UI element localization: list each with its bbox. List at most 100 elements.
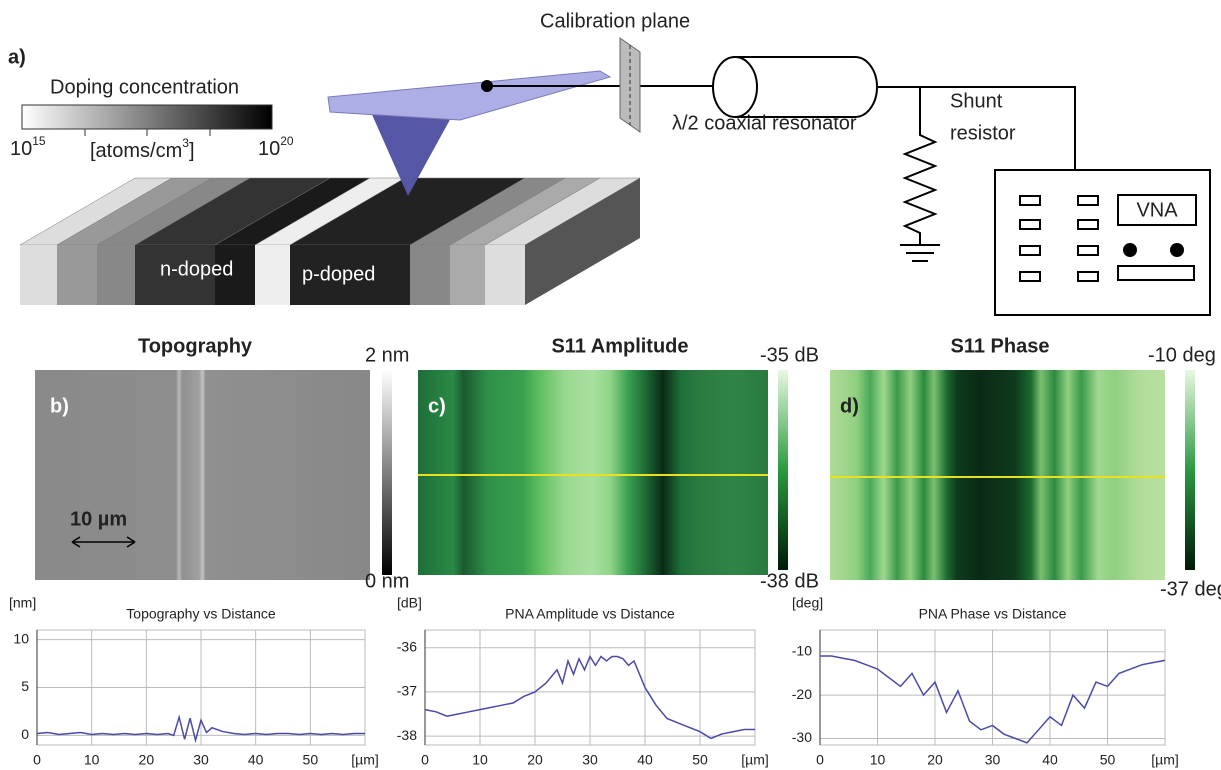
slab-front: [57, 245, 97, 305]
colorbar-max: 2 nm: [365, 344, 409, 366]
x-tick-label: 10: [472, 752, 488, 768]
slab-front: [290, 245, 410, 305]
slab-front: [450, 245, 485, 305]
doping-max: 1020: [258, 134, 294, 160]
y-tick-label: 0: [21, 726, 29, 742]
x-tick-label: 30: [582, 752, 598, 768]
panel-label: c): [428, 395, 446, 417]
profile-line: [820, 655, 1166, 744]
y-tick-label: -37: [397, 683, 417, 699]
suffix: ]: [189, 140, 195, 162]
unit: [atoms/cm: [90, 140, 182, 162]
x-tick-label: 20: [927, 752, 943, 768]
x-tick-label: 0: [33, 752, 41, 768]
vna-box: [994, 169, 1211, 316]
map-title: Topography: [138, 335, 253, 357]
p-doped-label: p-doped: [302, 263, 375, 285]
colorbar-max: -35 dB: [760, 344, 819, 366]
x-tick-label: 30: [193, 752, 209, 768]
x-tick-label: 20: [527, 752, 543, 768]
phase-map: [830, 370, 1165, 580]
x-tick-label: 20: [139, 752, 155, 768]
chart-title: PNA Phase vs Distance: [919, 606, 1067, 622]
amplitude-map: [418, 370, 768, 575]
doping-ticks: [84, 129, 211, 136]
base: 10: [10, 138, 32, 160]
panel-label: b): [50, 395, 69, 417]
slab-side: [525, 178, 640, 305]
y-axis-label: [dB]: [397, 595, 422, 611]
doping-title: Doping concentration: [50, 76, 239, 98]
topography-map: [35, 370, 370, 580]
slab-front: [255, 245, 290, 305]
colorbar-max: -10 deg: [1148, 344, 1216, 366]
x-tick-label: 40: [637, 752, 653, 768]
doping-min: 1015: [10, 134, 46, 160]
slab-front: [410, 245, 450, 305]
y-tick-label: -38: [397, 727, 417, 743]
tip: [370, 110, 452, 196]
sample-slab: [19, 177, 641, 305]
base: 10: [258, 138, 280, 160]
slab-front: [485, 245, 525, 305]
calibration-plane: [619, 37, 641, 133]
x-tick-label: 0: [421, 752, 429, 768]
knob: [1123, 243, 1137, 257]
slab-front: [135, 245, 215, 305]
y-axis-label: [nm]: [9, 595, 36, 611]
x-tick-label: 10: [870, 752, 886, 768]
panel-label: a): [8, 46, 26, 68]
shunt-label: resistor: [950, 122, 1016, 144]
chart-title: PNA Amplitude vs Distance: [505, 606, 675, 622]
colorbar: [1185, 370, 1195, 570]
panel-label: d): [840, 395, 859, 417]
y-tick-label: -36: [397, 638, 417, 654]
y-tick-label: 5: [21, 678, 29, 694]
x-tick-label: 0: [816, 752, 824, 768]
colorbar-min: -38 dB: [760, 570, 819, 592]
x-tick-label: 40: [1042, 752, 1058, 768]
exponent: 15: [32, 134, 46, 148]
colorbar: [778, 370, 788, 570]
knob: [1170, 243, 1184, 257]
x-tick-label: 40: [248, 752, 264, 768]
slab-front: [97, 245, 135, 305]
y-tick-label: -10: [792, 642, 812, 658]
doping-unit: [atoms/cm3]: [90, 136, 195, 162]
colorbar: [382, 370, 392, 575]
exponent: 3: [182, 136, 189, 150]
x-axis-label: [µm]: [1151, 752, 1179, 768]
scale-bar: [71, 536, 136, 548]
shunt-label: Shunt: [950, 90, 1003, 112]
circuit: [877, 86, 1076, 262]
slab-front: [20, 245, 57, 305]
map-title: S11 Phase: [951, 335, 1050, 357]
x-tick-label: 50: [692, 752, 708, 768]
exponent: 20: [280, 134, 294, 148]
scale-bar-label: 10 µm: [70, 508, 127, 530]
calibration-label: Calibration plane: [540, 10, 690, 32]
y-axis-label: [deg]: [792, 595, 823, 611]
profile-line: [424, 654, 755, 740]
profile-line: [36, 714, 365, 744]
vna-label: VNA: [1136, 199, 1178, 221]
cantilever: [327, 70, 612, 121]
y-tick-label: -20: [792, 686, 812, 702]
y-tick-label: -30: [792, 729, 812, 745]
x-tick-label: 50: [1100, 752, 1116, 768]
slab-front: [215, 245, 255, 305]
x-axis-label: [µm]: [741, 752, 769, 768]
doping-scale: [21, 104, 273, 130]
x-tick-label: 30: [985, 752, 1001, 768]
y-tick-label: 10: [13, 630, 29, 646]
x-tick-label: 50: [303, 752, 319, 768]
resonator: [712, 56, 878, 118]
chart-title: Topography vs Distance: [126, 606, 276, 622]
map-title: S11 Amplitude: [551, 335, 688, 357]
colorbar-min: 0 nm: [365, 570, 409, 592]
x-tick-label: 10: [84, 752, 100, 768]
colorbar-min: -37 deg: [1160, 578, 1221, 600]
resonator-label: λ/2 coaxial resonator: [672, 112, 857, 134]
n-doped-label: n-doped: [160, 258, 233, 280]
